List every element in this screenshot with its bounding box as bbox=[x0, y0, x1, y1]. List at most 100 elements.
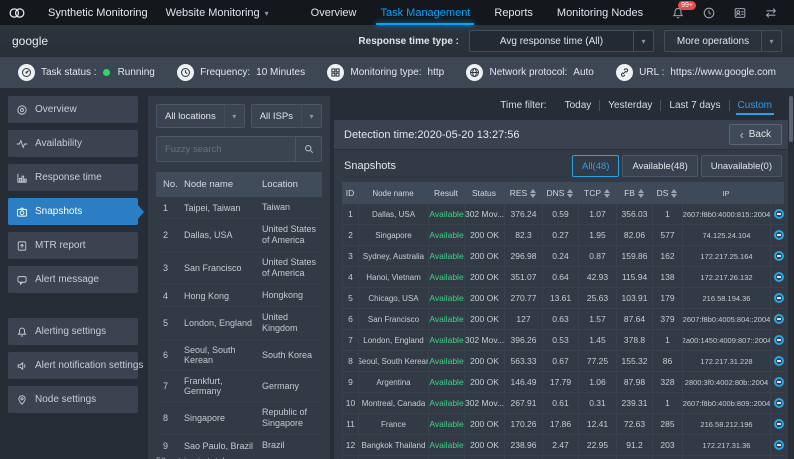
response-time-type-select[interactable]: Avg response time (All) bbox=[469, 30, 654, 52]
node-row[interactable]: 3 San Francisco United States of America bbox=[156, 252, 322, 285]
cell-action bbox=[770, 309, 786, 329]
expand-row-icon[interactable] bbox=[773, 209, 784, 219]
sort-icon[interactable] bbox=[671, 188, 678, 198]
col-tcp-sortable[interactable]: TCP bbox=[578, 188, 616, 198]
snapshot-row[interactable]: 6 San Francisco Available 200 OK 127 0.6… bbox=[342, 309, 784, 330]
time-filter-last7days[interactable]: Last 7 days bbox=[669, 99, 721, 111]
cell-result: Available bbox=[428, 204, 464, 224]
snapshot-row[interactable]: 7 London, England Available 302 Mov... 3… bbox=[342, 330, 784, 351]
sidebar-item[interactable]: Snapshots bbox=[8, 198, 138, 225]
node-row[interactable]: 6 Seoul, South Kerean South Korea bbox=[156, 340, 322, 371]
more-operations-button[interactable]: More operations bbox=[664, 30, 782, 52]
top-nav-item[interactable]: Task Management bbox=[376, 0, 475, 25]
sidebar-settings-item[interactable]: Alerting settings bbox=[8, 318, 138, 345]
scrollbar-thumb[interactable] bbox=[789, 96, 793, 142]
node-row[interactable]: 5 London, England United Kingdom bbox=[156, 307, 322, 340]
snapshot-row[interactable]: 5 Chicago, USA Available 200 OK 270.77 1… bbox=[342, 288, 784, 309]
sidebar-settings-item[interactable]: Alert notification settings bbox=[8, 352, 143, 379]
expand-row-icon[interactable] bbox=[773, 419, 784, 429]
snapshot-row[interactable]: 8 Seoul, South Kerean Available 200 OK 5… bbox=[342, 351, 784, 372]
cell-status: 200 OK bbox=[464, 435, 504, 455]
node-location: United States of America bbox=[262, 257, 317, 278]
sidebar-item[interactable]: Response time bbox=[8, 164, 138, 191]
sidebar-item-icon bbox=[16, 206, 28, 218]
expand-row-icon[interactable] bbox=[773, 377, 784, 387]
snapshot-row[interactable]: 13 Lithuania Available 200 OK 213.11 25.… bbox=[342, 456, 784, 459]
sidebar-settings-item[interactable]: Node settings bbox=[8, 386, 138, 413]
cell-dns: 0.27 bbox=[542, 225, 578, 245]
cell-status: 302 Mov... bbox=[464, 393, 504, 413]
expand-row-icon[interactable] bbox=[773, 230, 784, 240]
result-filter-button[interactable]: All(48) bbox=[572, 155, 620, 177]
cell-id: 12 bbox=[342, 435, 358, 455]
expand-row-icon[interactable] bbox=[773, 251, 784, 261]
top-nav-item[interactable]: Reports bbox=[494, 6, 533, 19]
cell-res: 238.96 bbox=[504, 435, 542, 455]
divider bbox=[660, 99, 662, 111]
time-filter-yesterday[interactable]: Yesterday bbox=[608, 99, 653, 111]
node-name: Singapore bbox=[184, 413, 226, 423]
node-location: Taiwan bbox=[262, 202, 291, 212]
node-row[interactable]: 2 Dallas, USA United States of America bbox=[156, 219, 322, 252]
expand-row-icon[interactable] bbox=[773, 272, 784, 282]
fuzzy-search-input[interactable] bbox=[157, 143, 295, 155]
snapshot-row[interactable]: 4 Hanoi, Vietnam Available 200 OK 351.07… bbox=[342, 267, 784, 288]
col-ds-sortable[interactable]: DS bbox=[652, 188, 682, 198]
user-id-icon[interactable] bbox=[733, 6, 747, 20]
cell-dns: 0.61 bbox=[542, 393, 578, 413]
node-row[interactable]: 8 Singapore Republic of Singapore bbox=[156, 402, 322, 435]
expand-row-icon[interactable] bbox=[773, 440, 784, 450]
cell-result: Available bbox=[428, 414, 464, 434]
expand-row-icon[interactable] bbox=[773, 398, 784, 408]
node-row[interactable]: 9 Sao Paulo, Brazil Brazil bbox=[156, 435, 322, 450]
website-monitoring-dropdown[interactable]: Website Monitoring bbox=[166, 7, 269, 19]
node-row[interactable]: 1 Taipei, Taiwan Taiwan bbox=[156, 197, 322, 219]
sort-icon[interactable] bbox=[530, 188, 537, 198]
node-row[interactable]: 7 Frankfurt, Germany Germany bbox=[156, 371, 322, 402]
expand-row-icon[interactable] bbox=[773, 293, 784, 303]
snapshot-row[interactable]: 3 Sydney, Australia Available 200 OK 296… bbox=[342, 246, 784, 267]
scrollbar-track[interactable] bbox=[788, 92, 794, 459]
transfer-icon[interactable] bbox=[764, 6, 778, 20]
snapshot-row[interactable]: 11 France Available 200 OK 170.26 17.86 … bbox=[342, 414, 784, 435]
node-row[interactable]: 4 Hong Kong Hongkong bbox=[156, 285, 322, 307]
isp-filter-select[interactable]: All ISPs bbox=[250, 104, 322, 128]
top-nav-item[interactable]: Overview bbox=[310, 6, 357, 19]
history-icon[interactable] bbox=[702, 6, 716, 20]
sidebar-item[interactable]: Overview bbox=[8, 96, 138, 123]
back-button[interactable]: Back bbox=[728, 124, 782, 145]
sort-icon[interactable] bbox=[604, 188, 610, 198]
notification-bell-icon[interactable]: 99+ bbox=[671, 0, 696, 20]
col-fb-sortable[interactable]: FB bbox=[616, 188, 652, 198]
time-filter-today[interactable]: Today bbox=[564, 99, 592, 111]
sidebar-item[interactable]: Availability bbox=[8, 130, 138, 157]
cell-ds: 379 bbox=[652, 309, 682, 329]
cell-result: Available bbox=[428, 246, 464, 266]
search-icon[interactable] bbox=[295, 137, 321, 161]
sidebar-item-label: Response time bbox=[35, 172, 102, 183]
sort-icon[interactable] bbox=[637, 188, 644, 198]
expand-row-icon[interactable] bbox=[773, 356, 784, 366]
snapshot-row[interactable]: 2 Singapore Available 200 OK 82.3 0.27 1… bbox=[342, 225, 784, 246]
snapshot-row[interactable]: 9 Argentina Available 200 OK 146.49 17.7… bbox=[342, 372, 784, 393]
result-filter-button[interactable]: Unavailable(0) bbox=[700, 155, 782, 177]
cell-node-name: Seoul, South Kerean bbox=[358, 351, 428, 371]
cell-status: 200 OK bbox=[464, 225, 504, 245]
sidebar-item[interactable]: MTR report bbox=[8, 232, 138, 259]
expand-row-icon[interactable] bbox=[773, 335, 784, 345]
task-info-value: Running bbox=[117, 67, 155, 78]
result-filter-button[interactable]: Available(48) bbox=[622, 155, 698, 177]
sort-icon[interactable] bbox=[567, 188, 574, 198]
col-dns-sortable[interactable]: DNS bbox=[542, 188, 578, 198]
cell-status: 200 OK bbox=[464, 309, 504, 329]
col-res-sortable[interactable]: RES bbox=[504, 188, 542, 198]
snapshot-row[interactable]: 10 Montreal, Canada Available 302 Mov...… bbox=[342, 393, 784, 414]
expand-row-icon[interactable] bbox=[773, 314, 784, 324]
snapshot-row[interactable]: 12 Bangkok Thailand Available 200 OK 238… bbox=[342, 435, 784, 456]
cell-action bbox=[770, 351, 786, 371]
sidebar-item[interactable]: Alert message bbox=[8, 266, 138, 293]
time-filter-custom[interactable]: Custom bbox=[730, 97, 780, 115]
snapshot-row[interactable]: 1 Dallas, USA Available 302 Mov... 376.2… bbox=[342, 204, 784, 225]
top-nav-item[interactable]: Monitoring Nodes bbox=[556, 6, 644, 19]
locations-filter-select[interactable]: All locations bbox=[156, 104, 245, 128]
